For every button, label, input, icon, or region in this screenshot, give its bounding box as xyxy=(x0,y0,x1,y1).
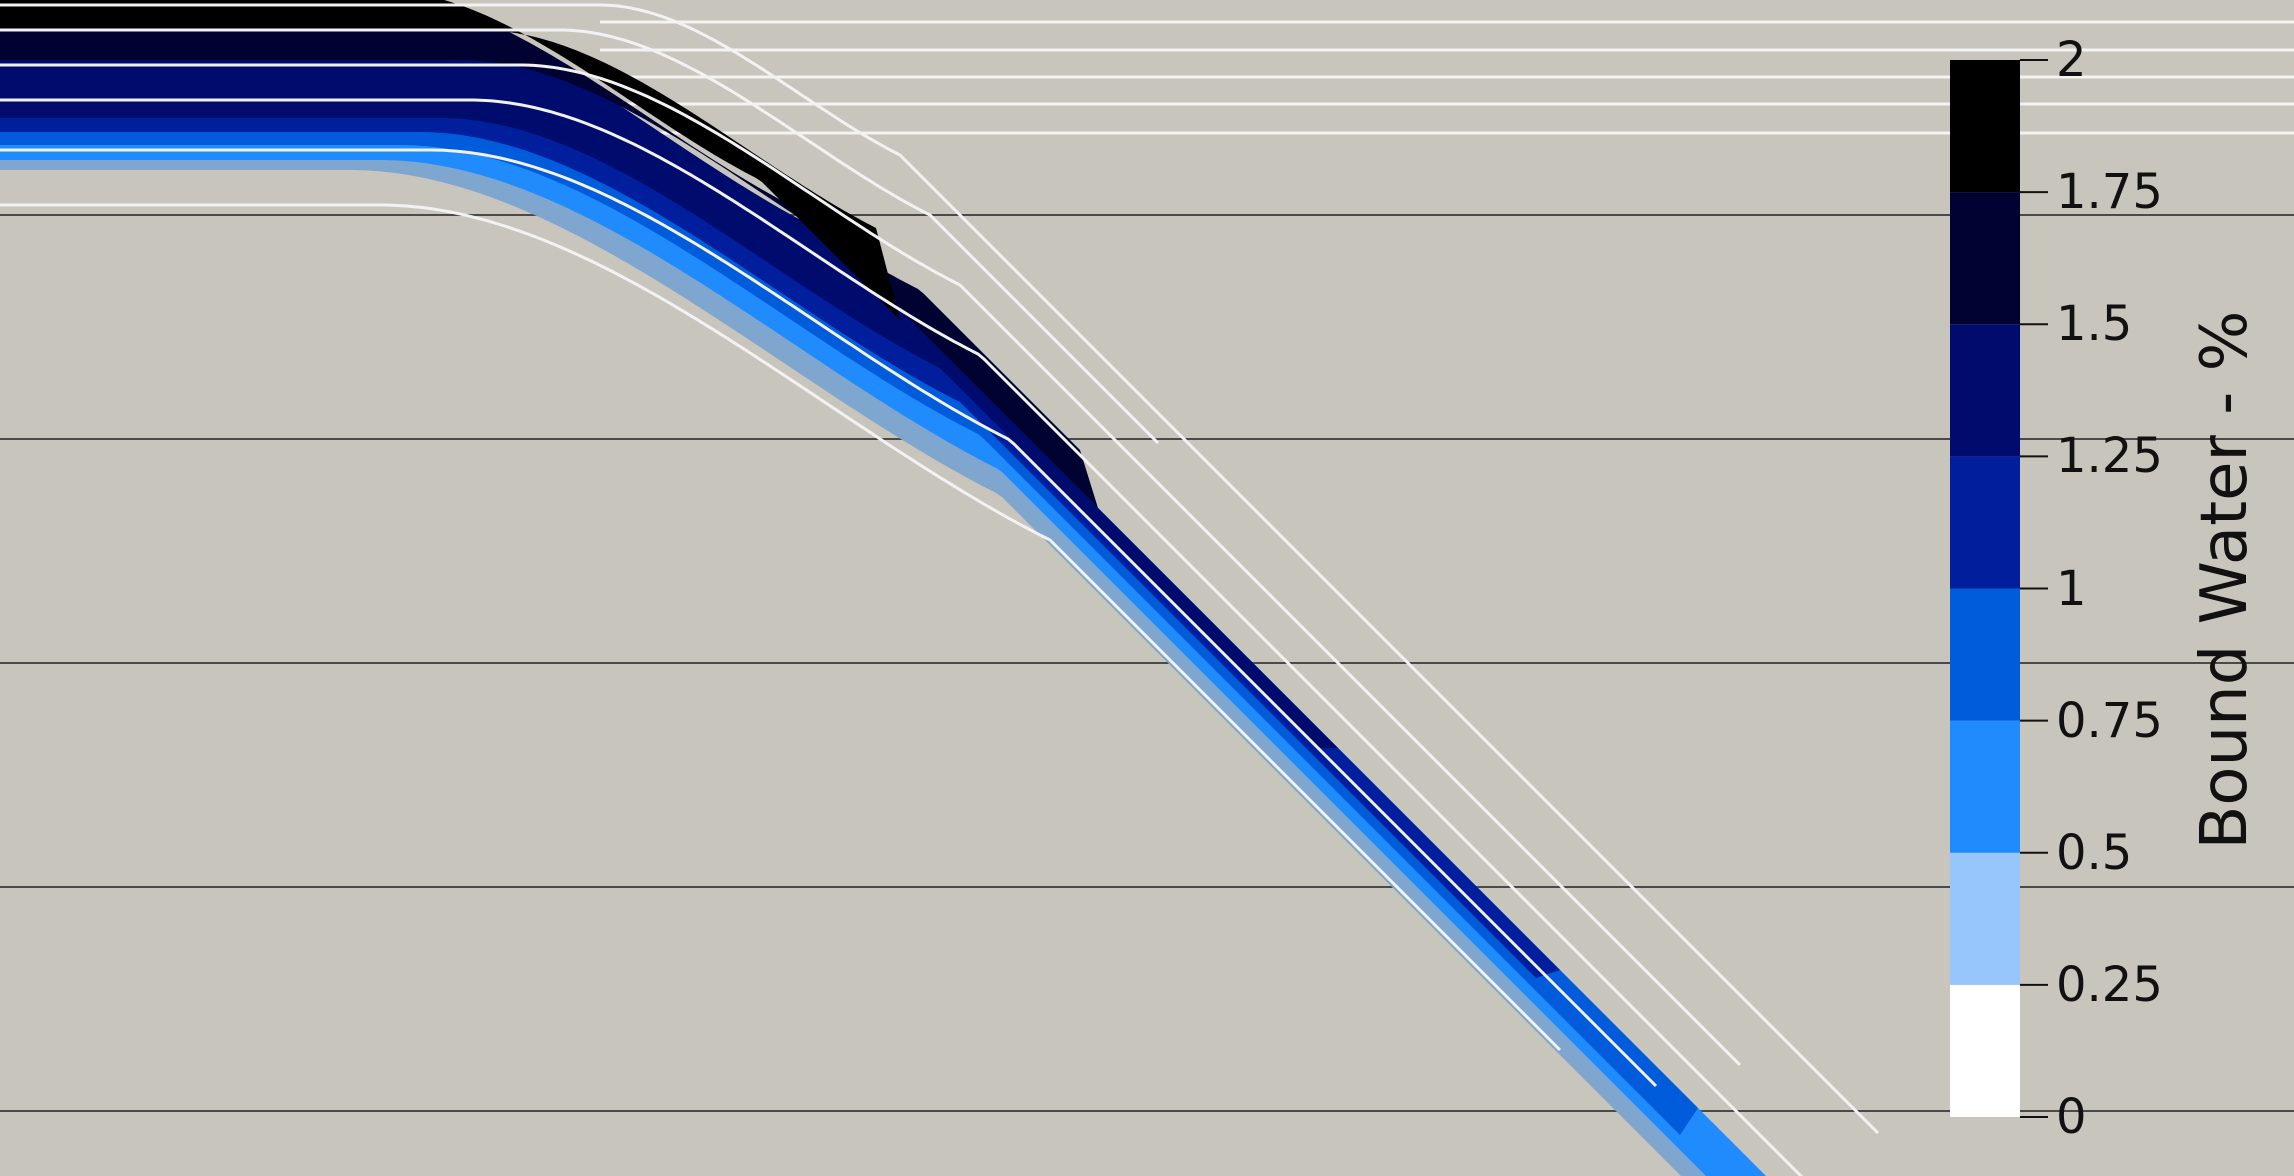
colorbar-tick-label: 0.75 xyxy=(2056,692,2163,749)
streamline xyxy=(0,63,1742,1067)
streamlines xyxy=(0,3,1880,1176)
color-legend-title: Bound Water - % xyxy=(2188,310,2262,850)
colorbar-tick-label: 0.25 xyxy=(2056,956,2163,1013)
bound-water-field xyxy=(0,0,1766,1176)
colorbar-band xyxy=(1950,720,2020,853)
contour-band xyxy=(0,0,1338,748)
contour-band xyxy=(0,0,1098,508)
colorbar-tick-label: 1 xyxy=(2056,560,2087,617)
colorbar-band xyxy=(1950,192,2020,325)
colorbar-band xyxy=(1950,984,2020,1117)
streamline xyxy=(0,28,1160,445)
colorbar-band xyxy=(1950,60,2020,193)
contour-band xyxy=(0,0,1766,1176)
colorbar-band xyxy=(1950,588,2020,721)
contour-band xyxy=(0,0,1751,1176)
colorbar-tick-label: 1.5 xyxy=(2056,296,2133,353)
colorbar-band xyxy=(1950,324,2020,457)
colorbar-band xyxy=(1950,456,2020,589)
colorbar-band xyxy=(1950,852,2020,985)
streamline xyxy=(0,203,1562,1052)
colorbar-tick-label: 1.75 xyxy=(2056,164,2163,221)
colorbar-tick-label: 0.5 xyxy=(2056,824,2133,881)
color-legend-bar xyxy=(1950,59,2048,1118)
streamline xyxy=(0,148,1658,1088)
streamline xyxy=(0,98,1804,1176)
colorbar-tick-label: 0 xyxy=(2056,1089,2087,1145)
contour-band xyxy=(0,0,1698,1135)
colorbar-tick-label: 1.25 xyxy=(2056,428,2163,485)
colorbar-tick-label: 2 xyxy=(2056,32,2087,88)
streamline xyxy=(0,3,1880,1135)
